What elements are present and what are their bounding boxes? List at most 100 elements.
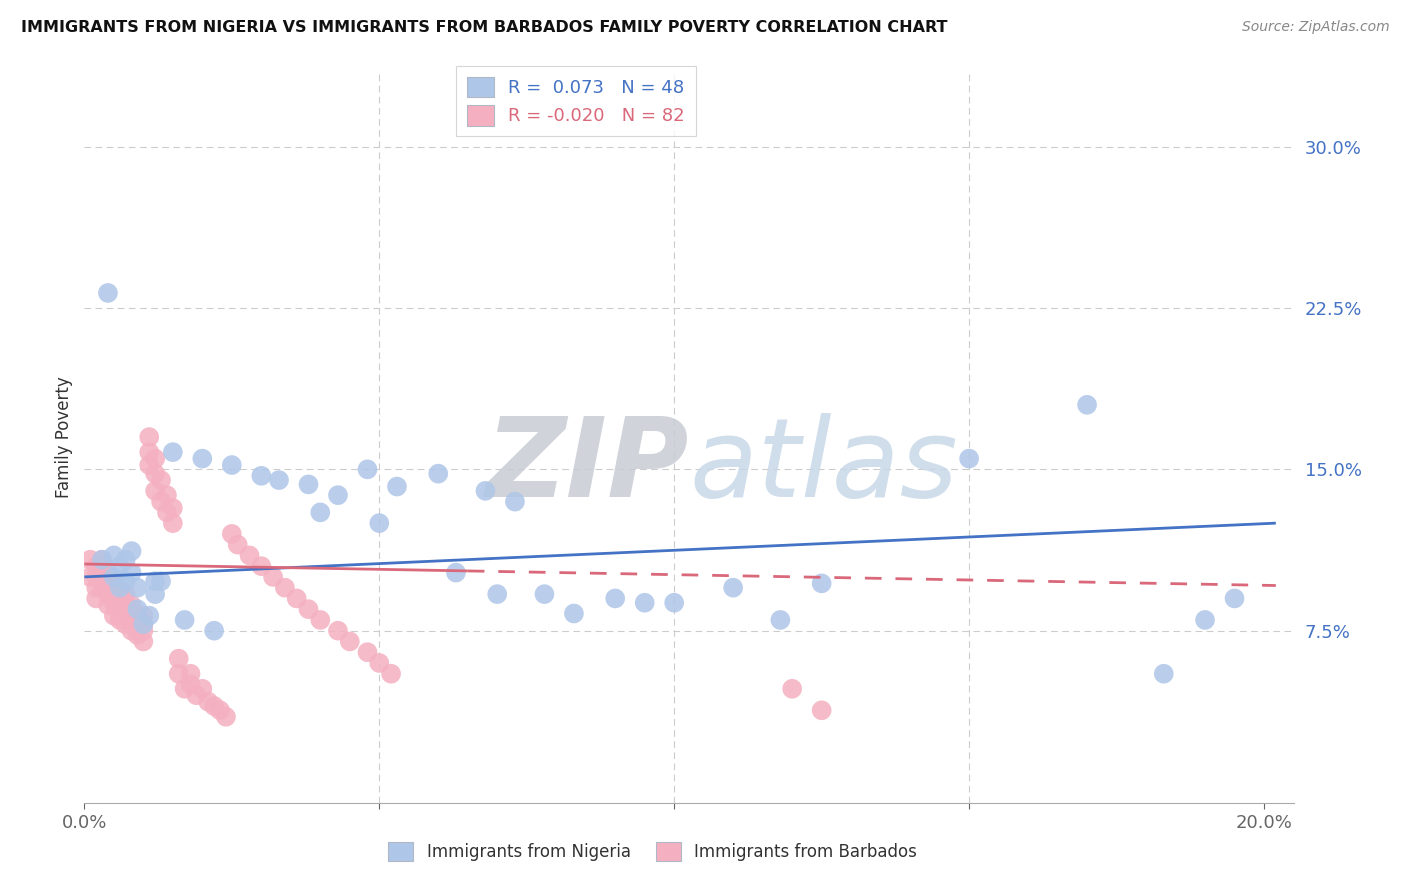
- Point: [285, 591, 308, 606]
- Point: [156, 488, 179, 502]
- Point: [368, 516, 391, 530]
- Point: [202, 624, 225, 638]
- Point: [114, 617, 136, 632]
- Point: [150, 494, 173, 508]
- Point: [197, 695, 219, 709]
- Point: [143, 467, 166, 481]
- Point: [84, 559, 107, 574]
- Point: [97, 598, 120, 612]
- Text: ZIP: ZIP: [485, 413, 689, 520]
- Point: [173, 681, 195, 696]
- Point: [91, 552, 114, 566]
- Point: [91, 581, 114, 595]
- Point: [97, 566, 120, 580]
- Point: [84, 570, 107, 584]
- Point: [103, 608, 125, 623]
- Point: [127, 628, 149, 642]
- Point: [274, 581, 297, 595]
- Point: [138, 430, 160, 444]
- Point: [127, 617, 149, 632]
- Point: [326, 624, 349, 638]
- Point: [208, 703, 231, 717]
- Point: [297, 477, 319, 491]
- Point: [238, 549, 260, 563]
- Point: [1076, 398, 1098, 412]
- Point: [309, 613, 332, 627]
- Point: [221, 458, 243, 472]
- Text: IMMIGRANTS FROM NIGERIA VS IMMIGRANTS FROM BARBADOS FAMILY POVERTY CORRELATION C: IMMIGRANTS FROM NIGERIA VS IMMIGRANTS FR…: [21, 20, 948, 35]
- Point: [97, 574, 120, 589]
- Point: [368, 656, 391, 670]
- Point: [356, 645, 378, 659]
- Point: [250, 559, 273, 574]
- Point: [444, 566, 467, 580]
- Point: [121, 613, 143, 627]
- Point: [114, 608, 136, 623]
- Point: [91, 552, 114, 566]
- Point: [138, 458, 160, 472]
- Point: [127, 602, 149, 616]
- Point: [103, 581, 125, 595]
- Point: [1223, 591, 1246, 606]
- Point: [84, 591, 107, 606]
- Point: [810, 703, 832, 717]
- Point: [769, 613, 792, 627]
- Point: [533, 587, 555, 601]
- Point: [486, 587, 509, 601]
- Point: [173, 613, 195, 627]
- Point: [97, 285, 120, 300]
- Point: [127, 608, 149, 623]
- Point: [339, 634, 361, 648]
- Point: [108, 613, 131, 627]
- Point: [721, 581, 744, 595]
- Point: [132, 634, 155, 648]
- Point: [143, 451, 166, 466]
- Point: [262, 570, 284, 584]
- Point: [810, 576, 832, 591]
- Point: [121, 624, 143, 638]
- Point: [356, 462, 378, 476]
- Point: [167, 666, 190, 681]
- Point: [97, 581, 120, 595]
- Point: [326, 488, 349, 502]
- Point: [156, 505, 179, 519]
- Point: [1153, 666, 1175, 681]
- Point: [103, 587, 125, 601]
- Point: [380, 666, 402, 681]
- Point: [605, 591, 627, 606]
- Point: [250, 468, 273, 483]
- Point: [114, 552, 136, 566]
- Point: [132, 608, 155, 623]
- Point: [267, 473, 290, 487]
- Point: [91, 574, 114, 589]
- Point: [143, 483, 166, 498]
- Point: [84, 581, 107, 595]
- Point: [780, 681, 803, 696]
- Point: [309, 505, 332, 519]
- Point: [150, 574, 173, 589]
- Point: [108, 581, 131, 595]
- Point: [97, 587, 120, 601]
- Point: [143, 574, 166, 589]
- Point: [427, 467, 450, 481]
- Point: [121, 544, 143, 558]
- Point: [215, 710, 238, 724]
- Point: [143, 587, 166, 601]
- Point: [297, 602, 319, 616]
- Point: [121, 607, 143, 621]
- Point: [108, 591, 131, 606]
- Point: [385, 479, 408, 493]
- Point: [108, 559, 131, 574]
- Point: [1194, 613, 1216, 627]
- Point: [221, 527, 243, 541]
- Point: [91, 559, 114, 574]
- Point: [162, 516, 184, 530]
- Point: [103, 596, 125, 610]
- Point: [114, 574, 136, 589]
- Point: [138, 608, 160, 623]
- Point: [664, 596, 686, 610]
- Point: [79, 570, 101, 584]
- Point: [186, 688, 208, 702]
- Point: [103, 570, 125, 584]
- Point: [180, 666, 202, 681]
